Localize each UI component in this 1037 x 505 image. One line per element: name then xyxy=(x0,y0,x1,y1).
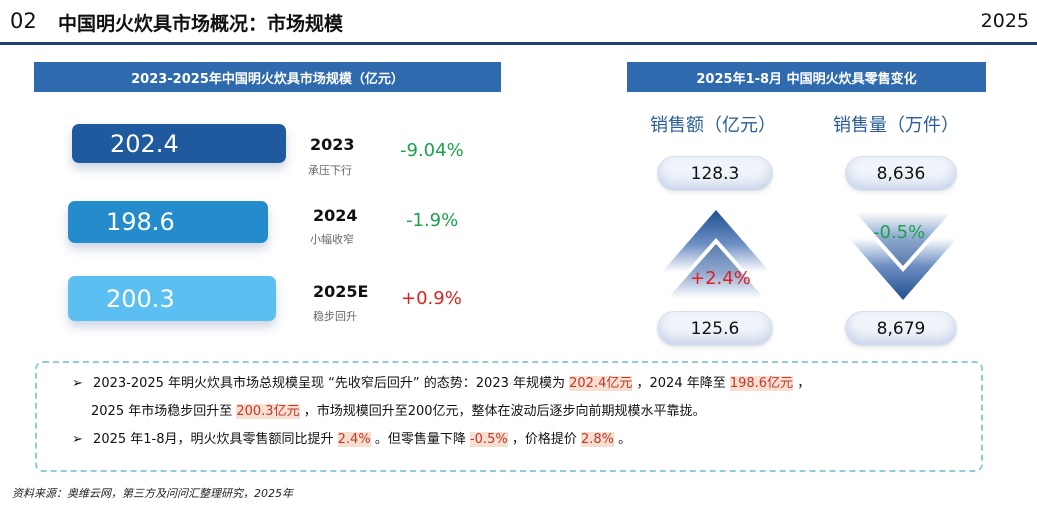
year-label-2024: 2024 xyxy=(313,206,358,225)
sales-volume-header: 销售量（万件） xyxy=(833,115,959,136)
summary-text: ，价格提价 xyxy=(511,432,577,447)
page-title: 中国明火炊具市场概况：市场规模 xyxy=(58,13,344,35)
change-2024: -1.9% xyxy=(406,210,459,231)
summary-text: ，2024 年降至 xyxy=(636,376,726,391)
change-2025e: +0.9% xyxy=(401,288,462,309)
summary-line-1: ➢ 2023-2025 年明火炊具市场总规模呈现 “先收窄后回升” 的态势：20… xyxy=(72,370,810,398)
year-note-2024: 小幅收窄 xyxy=(310,233,354,246)
decrease-arrow-icon xyxy=(849,212,957,300)
summary-box xyxy=(35,361,983,472)
sales-amount-header: 销售额（亿元） xyxy=(650,115,776,136)
summary-line-2: 2025 年市场稳步回升至 200.3亿元 ，市场规模回升至200亿元，整体在波… xyxy=(91,398,706,426)
sales-volume-change: -0.5% xyxy=(873,222,926,243)
highlight-value: -0.5% xyxy=(469,432,508,447)
market-size-pill-2024: 198.6 xyxy=(68,201,268,243)
highlight-value: 2.8% xyxy=(580,432,615,447)
highlight-value: 202.4亿元 xyxy=(569,376,633,391)
market-size-pill-2025e: 200.3 xyxy=(68,276,276,321)
sales-volume-current: 8,679 xyxy=(845,311,957,346)
summary-text: ，市场规模回升至200亿元，整体在波动后逐步向前期规模水平靠拢。 xyxy=(303,404,706,419)
highlight-value: 2.4% xyxy=(337,432,371,447)
highlight-value: 200.3亿元 xyxy=(236,404,300,419)
bullet-icon: ➢ xyxy=(72,432,83,447)
market-size-banner: 2023-2025年中国明火炊具市场规模（亿元） xyxy=(34,62,501,92)
sales-amount-prev: 128.3 xyxy=(657,156,773,191)
summary-line-3: ➢ 2025 年1-8月，明火炊具零售额同比提升 2.4% 。但零售量下降 -0… xyxy=(72,426,631,454)
header-divider xyxy=(0,42,1037,45)
highlight-value: 198.6亿元 xyxy=(729,376,794,391)
summary-text: 。 xyxy=(618,432,632,447)
summary-text: 。但零售量下降 xyxy=(374,432,466,447)
source-note: 资料来源：奥维云网，第三方及问问汇整理研究，2025年 xyxy=(12,487,293,500)
summary-text: ， xyxy=(797,376,811,391)
bullet-icon: ➢ xyxy=(72,376,83,391)
sales-amount-current: 125.6 xyxy=(657,311,773,346)
sales-amount-change: +2.4% xyxy=(690,268,751,289)
change-2023: -9.04% xyxy=(400,140,464,161)
year-note-2025e: 稳步回升 xyxy=(313,310,357,323)
year-label-2025e: 2025E xyxy=(313,282,369,301)
sales-volume-prev: 8,636 xyxy=(845,156,957,191)
summary-text: 2025 年市场稳步回升至 xyxy=(91,404,233,419)
section-number: 02 xyxy=(10,9,37,33)
market-size-pill-2023: 202.4 xyxy=(72,124,286,163)
increase-arrow-icon xyxy=(662,210,770,298)
year-label-2023: 2023 xyxy=(310,135,355,154)
retail-change-banner: 2025年1-8月 中国明火炊具零售变化 xyxy=(627,62,986,92)
summary-text: 2023-2025 年明火炊具市场总规模呈现 “先收窄后回升” 的态势：2023… xyxy=(93,376,565,391)
summary-text: 2025 年1-8月，明火炊具零售额同比提升 xyxy=(93,432,334,447)
header-year: 2025 xyxy=(980,10,1029,32)
year-note-2023: 承压下行 xyxy=(308,164,352,177)
